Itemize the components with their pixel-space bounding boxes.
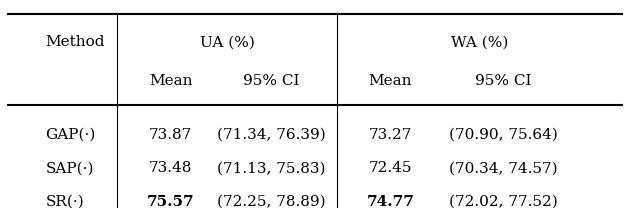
Text: Mean: Mean — [369, 74, 412, 88]
Text: (71.13, 75.83): (71.13, 75.83) — [217, 161, 325, 175]
Text: (70.90, 75.64): (70.90, 75.64) — [449, 128, 558, 142]
Text: Mean: Mean — [149, 74, 193, 88]
Text: SR(·): SR(·) — [45, 195, 84, 208]
Text: Method: Method — [45, 35, 105, 49]
Text: 95% CI: 95% CI — [475, 74, 532, 88]
Text: 73.87: 73.87 — [149, 128, 192, 142]
Text: 73.27: 73.27 — [369, 128, 412, 142]
Text: WA (%): WA (%) — [451, 35, 508, 49]
Text: SAP(·): SAP(·) — [45, 161, 94, 175]
Text: UA (%): UA (%) — [200, 35, 255, 49]
Text: (72.02, 77.52): (72.02, 77.52) — [449, 195, 558, 208]
Text: 74.77: 74.77 — [366, 195, 414, 208]
Text: 75.57: 75.57 — [147, 195, 195, 208]
Text: (70.34, 74.57): (70.34, 74.57) — [449, 161, 558, 175]
Text: (72.25, 78.89): (72.25, 78.89) — [217, 195, 326, 208]
Text: 72.45: 72.45 — [369, 161, 412, 175]
Text: (71.34, 76.39): (71.34, 76.39) — [217, 128, 326, 142]
Text: 95% CI: 95% CI — [243, 74, 299, 88]
Text: GAP(·): GAP(·) — [45, 128, 96, 142]
Text: 73.48: 73.48 — [149, 161, 192, 175]
